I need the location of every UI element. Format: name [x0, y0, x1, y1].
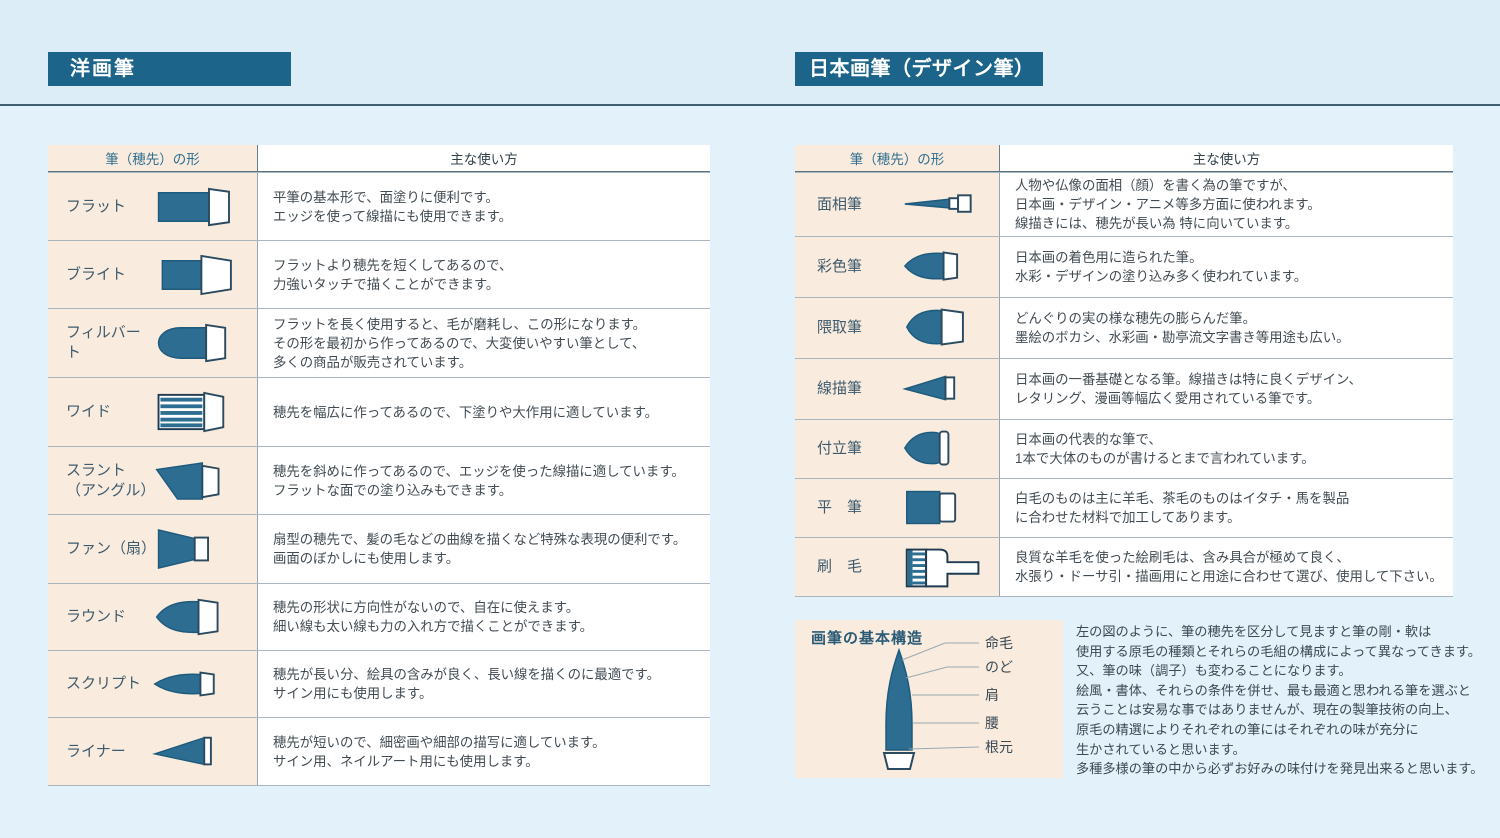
bright-brush-icon [161, 254, 232, 295]
brush-name: スクリプト [66, 675, 142, 692]
flat-brush-icon [157, 187, 230, 226]
shape-column-header: 筆（穂先）の形 [795, 145, 1000, 171]
brush-desc: 穂先が長い分、絵具の含みが良く、長い線を描くのに最適です。 サイン用にも使用しま… [258, 651, 710, 717]
brush-name: ブライト [66, 265, 127, 283]
table-row: 面相筆 人物や仏像の面相（顔）を書く為の筆ですが、 日本画・デザイン・アニメ等多… [795, 172, 1453, 236]
brush-name: フィルバート [66, 324, 141, 361]
tsuketate-brush-icon [903, 430, 950, 466]
hake-brush-icon [905, 548, 980, 588]
brush-name: 平 筆 [817, 499, 863, 516]
fan-brush-icon [157, 529, 209, 569]
brush-desc: どんぐりの実の様な穂先の膨らんだ筆。 墨絵のボカシ、水彩画・勘亭流文字書き等用途… [1000, 298, 1453, 358]
brush-desc: 平筆の基本形で、面塗りに便利です。 エッジを使って線描にも使用できます。 [258, 173, 710, 240]
brush-name: ワイド [66, 403, 112, 420]
table-row: 彩色筆 日本画の着色用に造られた筆。 水彩・デザインの塗り込み多く使われています… [795, 236, 1453, 297]
usage-column-header: 主な使い方 [258, 145, 710, 171]
brush-name: フラット [66, 197, 127, 215]
brush-name: ラウンド [66, 608, 127, 625]
saishiki-brush-icon [903, 251, 959, 281]
brush-desc: 日本画の一番基礎となる筆。線描きは特に良くデザイン、 レタリング、漫画等幅広く愛… [1000, 359, 1453, 419]
brush-name: 付立筆 [817, 440, 863, 457]
hira-brush-icon [906, 490, 957, 525]
brush-desc: 日本画の代表的な筆で、 1本で大体のものが書けるとまで言われています。 [1000, 420, 1453, 478]
brush-desc: 穂先を斜めに作ってあるので、エッジを使った線描に適しています。 フラットな面での… [258, 447, 710, 514]
brush-name: 面相筆 [817, 195, 863, 213]
brush-desc: 穂先が短いので、細密画や細部の描写に適しています。 サイン用、ネイルアート用にも… [258, 718, 710, 785]
brush-desc: 扇型の穂先で、髪の毛などの曲線を描くなど特殊な表現の便利です。 画面のぼかしにも… [258, 515, 710, 583]
slant-brush-icon [155, 461, 220, 500]
brush-structure-box: 画筆の基本構造 命毛 のど 肩 腰 根元 [795, 620, 1063, 778]
table-row: 刷 毛 良質な羊毛を使った絵刷毛は、含み具合が極めて良く、 水張り・ドーサ引・描… [795, 537, 1453, 596]
brush-desc: 人物や仏像の面相（顔）を書く為の筆ですが、 日本画・デザイン・アニメ等多方面に使… [1000, 173, 1453, 236]
script-brush-icon [153, 671, 215, 697]
table-row: 線描筆 日本画の一番基礎となる筆。線描きは特に良くデザイン、 レタリング、漫画等… [795, 358, 1453, 419]
brush-desc: 日本画の着色用に造られた筆。 水彩・デザインの塗り込み多く使われています。 [1000, 237, 1453, 297]
table-row: ファン（扇） 扇型の穂先で、髪の毛などの曲線を描くなど特殊な表現の便利です。 画… [48, 514, 710, 583]
brush-name: 線描筆 [817, 380, 863, 397]
brush-desc: 穂先の形状に方向性がないので、自在に使えます。 細い線も太い線も力の入れ方で描く… [258, 584, 710, 650]
brush-name: 彩色筆 [817, 258, 863, 275]
shape-column-header: 筆（穂先）の形 [48, 145, 258, 171]
table-row: ライナー 穂先が短いので、細密画や細部の描写に適しています。 サイン用、ネイルア… [48, 717, 710, 785]
brush-desc: 良質な羊毛を使った絵刷毛は、含み具合が極めて良く、 水張り・ドーサ引・描画用にと… [1000, 538, 1453, 596]
brush-desc: 白毛のものは主に羊毛、茶毛のものはイタチ・馬を製品 に合わせた材料で加工してあり… [1000, 479, 1453, 537]
table-row: ラウンド 穂先の形状に方向性がないので、自在に使えます。 細い線も太い線も力の入… [48, 583, 710, 650]
mensou-brush-icon [904, 193, 972, 213]
table-row: 平 筆 白毛のものは主に羊毛、茶毛のものはイタチ・馬を製品 に合わせた材料で加工… [795, 478, 1453, 537]
round-brush-icon [155, 598, 219, 636]
brush-selection-paragraph: 左の図のように、筆の穂先を区分して見ますと筆の剛・軟は 使用する原毛の種類とそれ… [1076, 624, 1484, 777]
table-row: 付立筆 日本画の代表的な筆で、 1本で大体のものが書けるとまで言われています。 [795, 419, 1453, 478]
table-row: スラント （アングル） 穂先を斜めに作ってあるので、エッジを使った線描に適してい… [48, 446, 710, 514]
brush-desc: フラットより穂先を短くしてあるので、 力強いタッチで描くことができます。 [258, 241, 710, 308]
table-row: 隈取筆 どんぐりの実の様な穂先の膨らんだ筆。 墨絵のボカシ、水彩画・勘亭流文字書… [795, 297, 1453, 358]
wide-brush-icon [157, 391, 225, 433]
brush-desc: 穂先を幅広に作ってあるので、下塗りや大作用に適しています。 [258, 378, 710, 446]
anatomy-label-koshi: 腰 [985, 715, 999, 731]
table-row: ブライト フラットより穂先を短くしてあるので、 力強いタッチで描くことができます… [48, 240, 710, 308]
brush-desc: フラットを長く使用すると、毛が磨耗し、この形になります。 その形を最初から作って… [258, 309, 710, 377]
brush-name: 刷 毛 [817, 558, 863, 575]
liner-brush-icon [151, 736, 212, 765]
anatomy-label-nemoto: 根元 [985, 739, 1013, 755]
anatomy-label-nodo: のど [985, 659, 1013, 675]
western-brush-section-title: 洋画筆 [48, 52, 291, 86]
brush-name: ファン（扇） [66, 540, 157, 557]
filbert-brush-icon [157, 323, 227, 363]
brush-name: ライナー [66, 742, 126, 760]
table-row: スクリプト 穂先が長い分、絵具の含みが良く、長い線を描くのに最適です。 サイン用… [48, 650, 710, 717]
table-header-row: 筆（穂先）の形 主な使い方 [795, 145, 1453, 172]
japanese-brush-table: 筆（穂先）の形 主な使い方 面相筆 人物や仏像の面相（顔）を書く為の筆ですが、 … [795, 145, 1453, 597]
brush-name: 隈取筆 [817, 319, 863, 336]
senbyou-brush-icon [902, 375, 956, 401]
anatomy-label-kata: 肩 [985, 687, 999, 703]
section-divider-line [0, 104, 1500, 106]
brush-anatomy-diagram: 命毛 のど 肩 腰 根元 [882, 635, 1013, 770]
table-row: ワイド 穂先を幅広に作ってあるので、下塗りや大作用に適しています。 [48, 377, 710, 446]
structure-box-title: 画筆の基本構造 [811, 630, 924, 647]
western-brush-table: 筆（穂先）の形 主な使い方 フラット 平筆の基本形で、面塗りに便利です。 エッジ… [48, 145, 710, 786]
usage-column-header: 主な使い方 [1000, 145, 1453, 171]
brush-name: スラント （アングル） [66, 461, 156, 499]
japanese-brush-section-title: 日本画筆（デザイン筆） [795, 52, 1043, 86]
table-row: フィルバート フラットを長く使用すると、毛が磨耗し、この形になります。 その形を… [48, 308, 710, 377]
table-header-row: 筆（穂先）の形 主な使い方 [48, 145, 710, 172]
anatomy-label-inochige: 命毛 [985, 635, 1013, 651]
table-row: フラット 平筆の基本形で、面塗りに便利です。 エッジを使って線描にも使用できます… [48, 172, 710, 240]
kumadori-brush-icon [905, 308, 964, 346]
